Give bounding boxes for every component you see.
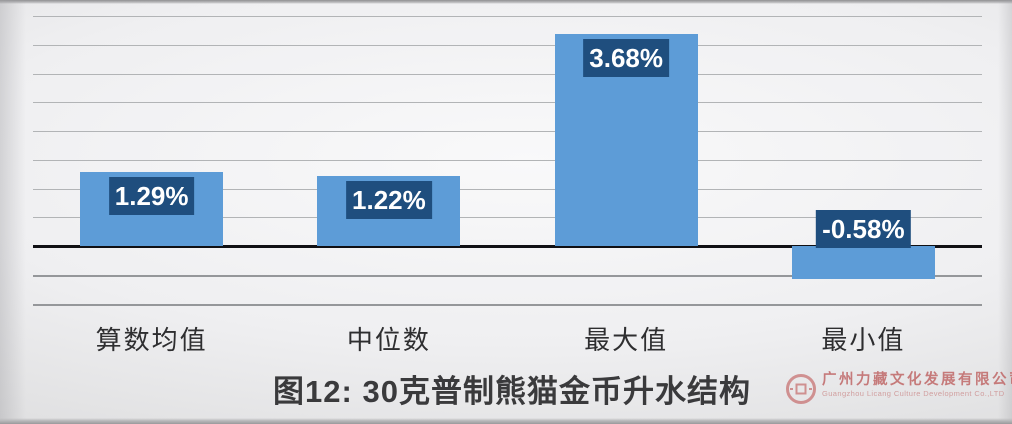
- coin-tick-right: [809, 388, 812, 390]
- coin-hole: [795, 383, 807, 395]
- category-label: 最小值: [821, 326, 906, 356]
- watermark-text: 广州力藏文化发展有限公司 Guangzhou Licang Culture De…: [822, 372, 1012, 398]
- zero-axis-line: [33, 245, 982, 248]
- photo-edge-top: [0, 0, 1012, 4]
- photo-edge-right: [998, 0, 1012, 424]
- data-label: -0.58%: [816, 210, 911, 248]
- data-label: 1.29%: [108, 176, 195, 215]
- photo-edge-left: [0, 0, 26, 424]
- gridline: [33, 73, 982, 75]
- chart-title: 图12: 30克普制熊猫金币升水结构: [273, 374, 751, 409]
- gridline: [33, 188, 982, 190]
- bar-最小值: [791, 246, 935, 280]
- coin-tick-left: [790, 388, 793, 390]
- category-label: 最大值: [584, 326, 669, 356]
- data-label: 3.68%: [583, 39, 669, 78]
- category-label: 中位数: [346, 326, 431, 356]
- gridline: [33, 102, 982, 104]
- company-name-en: Guangzhou Licang Culture Development Co.…: [822, 389, 1005, 398]
- gridline: [33, 44, 982, 46]
- gridline: [33, 303, 982, 306]
- gridline: [33, 131, 982, 132]
- category-label: 算数均值: [95, 326, 208, 356]
- gridline: [33, 16, 982, 17]
- gridline: [33, 159, 982, 161]
- publisher-watermark: 广州力藏文化发展有限公司 Guangzhou Licang Culture De…: [786, 372, 1012, 404]
- gridline: [33, 274, 982, 277]
- gridline: [33, 217, 982, 219]
- photo-edge-bottom: [0, 418, 1012, 424]
- coin-logo-icon: [786, 374, 816, 404]
- data-label: 1.22%: [346, 180, 432, 219]
- company-name-cn: 广州力藏文化发展有限公司: [822, 372, 1012, 388]
